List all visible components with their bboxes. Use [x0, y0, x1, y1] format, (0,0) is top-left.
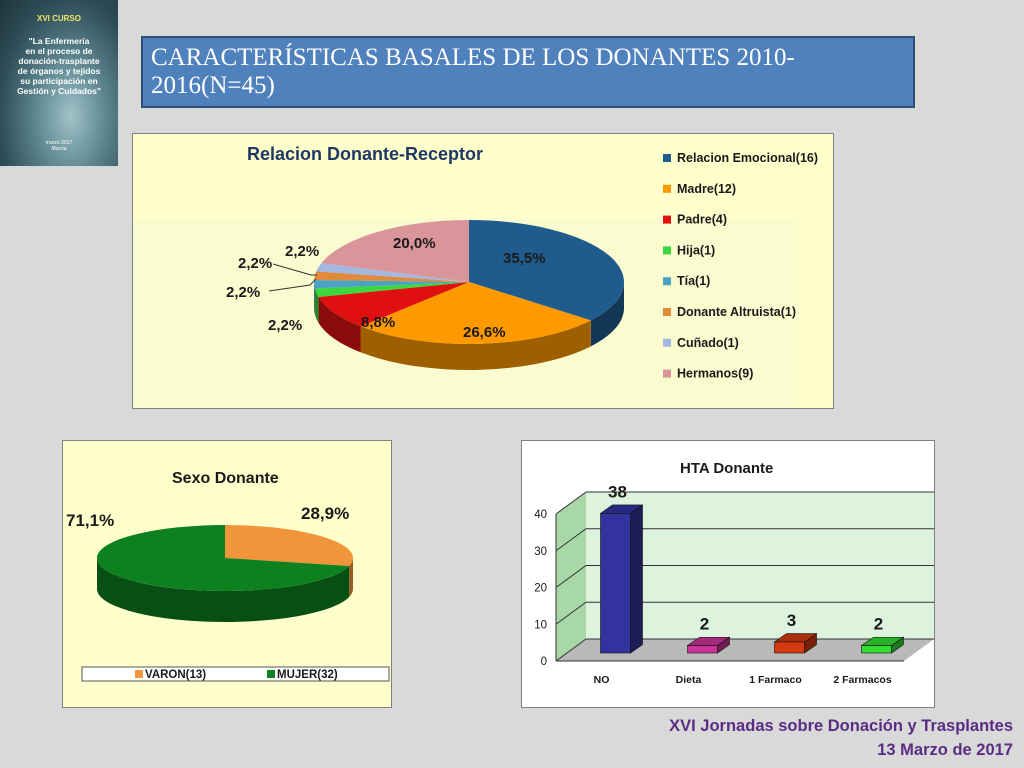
data-label: 28,9% — [301, 504, 349, 523]
legend-entry: Hermanos(9) — [677, 367, 753, 381]
legend-swatch — [663, 154, 671, 162]
plot-floor — [556, 639, 934, 661]
x-tick-label: Dieta — [676, 674, 702, 686]
footer-event-name: XVI Jornadas sobre Donación y Trasplante… — [669, 717, 1013, 735]
legend-entry: Hija(1) — [677, 243, 715, 257]
cover-title-line: Gestión y Cuidados" — [17, 86, 101, 96]
cover-title-line: donación-trasplante — [18, 56, 100, 66]
gridline — [555, 638, 934, 662]
legend-entry: MUJER(32) — [277, 669, 338, 681]
pie-slice — [314, 282, 469, 297]
data-label: 2,2% — [226, 284, 260, 301]
cover-title-line: en el proceso de — [25, 46, 93, 56]
data-label: 8,8% — [361, 314, 395, 331]
gridline — [555, 601, 934, 625]
chart-title: HTA Donante — [680, 460, 773, 477]
legend-swatch — [663, 369, 671, 378]
cover-course-title: "La Enfermería en el proceso de donación… — [4, 36, 114, 96]
x-tick-label: NO — [594, 674, 610, 686]
gridline — [555, 491, 934, 515]
hta-bar-chart: HTA Donante 0 10 20 30 40 38 NO 2 Dieta 3 1 Farmaco… — [534, 460, 934, 686]
legend-swatch — [663, 215, 671, 224]
y-tick-label: 10 — [534, 619, 547, 631]
slide-title: CARACTERÍSTICAS BASALES DE LOS DONANTES … — [141, 36, 915, 108]
y-tick-label: 20 — [534, 583, 547, 595]
cover-date-line: marzo 2017 — [45, 140, 73, 146]
data-label: 2 — [874, 615, 883, 634]
x-tick-label: 2 Farmacos — [833, 674, 892, 686]
data-label: 38 — [608, 482, 627, 501]
y-tick-label: 30 — [534, 546, 547, 558]
data-label: 2,2% — [285, 243, 319, 260]
pie-slice-side — [349, 558, 353, 598]
legend-swatch — [663, 338, 671, 347]
pie-slice-side — [97, 558, 350, 622]
pie-slice — [314, 271, 469, 282]
relation-chart-panel: Relacion Donante-Receptor 35,5% 26,6% 8,8% 2… — [132, 133, 834, 409]
legend-swatch — [267, 670, 275, 678]
pie-slice — [469, 220, 624, 321]
pie-slice-side — [314, 288, 319, 323]
sex-chart-panel: Sexo Donante 28,9% 71,1% VARON(13) MUJER(32) — [62, 440, 392, 708]
data-label: 2,2% — [238, 255, 272, 272]
legend-box — [81, 666, 390, 682]
legend-swatch — [663, 184, 671, 193]
footer-event-date: 13 Marzo de 2017 — [877, 741, 1013, 759]
pie-slice-side — [590, 282, 624, 347]
pie-slice-side — [360, 320, 591, 370]
cover-date: marzo 2017 Murcia — [0, 140, 118, 152]
x-tick-label: 1 Farmaco — [749, 674, 802, 686]
data-label: 2,2% — [268, 317, 302, 334]
pie-slice — [360, 282, 591, 344]
cover-date-line: Murcia — [51, 146, 67, 152]
pie-slice — [314, 279, 469, 289]
relation-pie-chart: Relacion Donante-Receptor 35,5% 26,6% 8,8% 2… — [133, 144, 818, 408]
legend-entry: Donante Altruista(1) — [677, 305, 796, 319]
legend-entry: Madre(12) — [677, 182, 736, 196]
legend-swatch — [663, 277, 671, 286]
pie-slice — [318, 282, 469, 327]
legend-entry: Relacion Emocional(16) — [677, 151, 818, 165]
cover-title-line: su participación en — [20, 76, 98, 86]
chart-title: Sexo Donante — [172, 470, 279, 487]
cover-course-label: XVI CURSO — [36, 14, 81, 23]
legend-entry: Cuñado(1) — [677, 336, 739, 350]
leader-line — [272, 263, 317, 276]
gridline — [555, 565, 934, 588]
pie-slice-side — [318, 296, 361, 353]
cover-title-line: "La Enfermería — [28, 36, 90, 46]
pie-slice — [321, 220, 469, 282]
chart-title: Relacion Donante-Receptor — [247, 144, 483, 164]
pie-slice — [316, 263, 469, 282]
y-tick-label: 40 — [534, 509, 547, 521]
bar — [600, 513, 631, 654]
pie-slice — [97, 525, 350, 591]
data-label: 20,0% — [393, 235, 436, 252]
legend-entry: Tía(1) — [677, 274, 710, 288]
legend-entry: VARON(13) — [145, 669, 206, 681]
data-label: 2 — [700, 615, 709, 634]
bar — [774, 641, 805, 654]
legend-entry: Padre(4) — [677, 213, 727, 227]
leader-line — [268, 278, 317, 292]
pie-slice — [225, 525, 353, 567]
legend-swatch — [663, 308, 671, 316]
bar-side — [630, 504, 643, 654]
bar — [687, 645, 718, 654]
hta-chart-panel: HTA Donante 0 10 20 30 40 38 NO 2 Dieta 3 1 Farmaco… — [521, 440, 935, 708]
data-label: 35,5% — [503, 250, 546, 267]
gridline — [555, 528, 934, 552]
cover-title-line: de órganos y tejidos — [17, 66, 101, 76]
course-cover-image: XVI CURSO "La Enfermería en el proceso d… — [0, 0, 118, 166]
data-label: 71,1% — [66, 511, 114, 530]
pie-slice-side — [314, 282, 315, 315]
legend-swatch — [663, 246, 671, 255]
sex-pie-chart: Sexo Donante 28,9% 71,1% VARON(13) MUJER(32) — [66, 470, 390, 682]
legend-swatch — [135, 670, 143, 678]
bar — [861, 645, 892, 654]
data-label: 26,6% — [463, 324, 506, 341]
y-tick-label: 0 — [541, 656, 547, 668]
data-label: 3 — [787, 611, 796, 630]
